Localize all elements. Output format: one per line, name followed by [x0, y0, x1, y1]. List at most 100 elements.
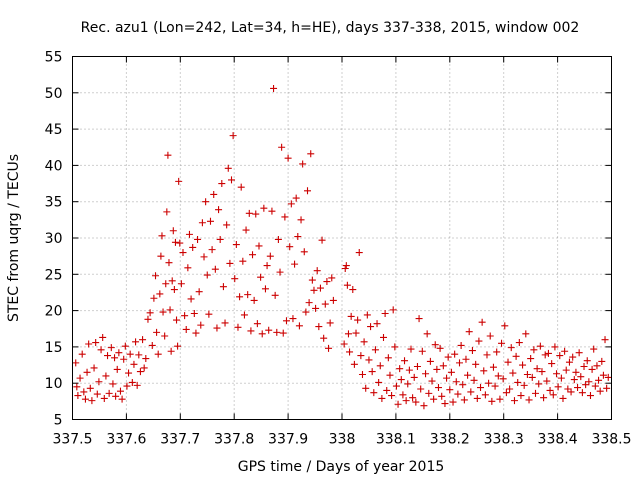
data-point	[444, 353, 452, 361]
data-point	[405, 366, 413, 374]
data-point	[291, 260, 299, 268]
y-tick-label: 55	[45, 50, 63, 66]
data-point	[167, 347, 175, 355]
data-point	[189, 243, 197, 251]
data-point	[158, 232, 166, 240]
x-tick-label: 338.5	[591, 432, 631, 448]
data-point	[326, 319, 334, 327]
data-point	[378, 394, 386, 402]
data-point	[154, 350, 162, 358]
data-point	[210, 190, 218, 198]
data-point	[266, 252, 274, 260]
data-point	[111, 354, 119, 362]
data-point	[362, 384, 370, 392]
x-tick-label: 338.3	[484, 432, 524, 448]
data-point	[245, 209, 253, 217]
data-point	[200, 253, 208, 261]
data-point	[462, 355, 470, 363]
data-point	[279, 329, 287, 337]
data-point	[477, 384, 485, 392]
data-point	[426, 357, 434, 365]
data-point	[541, 351, 549, 359]
y-tick-label: 20	[45, 304, 63, 320]
data-point	[412, 398, 420, 406]
data-point	[595, 376, 603, 384]
data-point	[216, 235, 224, 243]
data-point	[519, 361, 527, 369]
data-point	[443, 374, 451, 382]
data-point	[428, 377, 436, 385]
data-point	[232, 241, 240, 249]
data-point	[570, 376, 578, 384]
data-point	[478, 318, 486, 326]
data-point	[270, 84, 278, 92]
data-point	[436, 344, 444, 352]
data-point	[368, 368, 376, 376]
data-point	[494, 372, 502, 380]
data-point	[329, 296, 337, 304]
data-point	[321, 300, 329, 308]
data-point	[483, 351, 491, 359]
data-point	[604, 373, 612, 381]
data-point	[135, 351, 143, 359]
x-tick-label: 338.4	[538, 432, 578, 448]
data-point	[480, 367, 488, 375]
data-point	[404, 380, 412, 388]
data-point	[350, 360, 358, 368]
y-axis-label: STEC from uqrg / TECUs	[6, 154, 22, 322]
data-point	[380, 333, 388, 341]
data-point	[282, 317, 290, 325]
data-point	[72, 359, 80, 367]
data-point	[520, 381, 528, 389]
data-point	[548, 360, 556, 368]
data-point	[97, 346, 105, 354]
chart-title: Rec. azu1 (Lon=242, Lat=34, h=HE), days …	[81, 20, 580, 36]
data-point	[564, 385, 572, 393]
data-point	[257, 273, 265, 281]
data-point	[223, 221, 231, 229]
data-point	[459, 381, 467, 389]
data-point	[123, 382, 131, 390]
data-point	[274, 235, 282, 243]
data-point	[286, 243, 294, 251]
data-point	[399, 391, 407, 399]
data-point	[255, 242, 263, 250]
data-point	[153, 328, 161, 336]
data-point	[139, 336, 147, 344]
y-tick-label: 10	[45, 376, 63, 392]
data-point	[190, 310, 198, 318]
data-point	[174, 342, 182, 350]
data-point	[152, 272, 160, 280]
data-point	[312, 304, 320, 312]
data-point	[224, 164, 232, 172]
data-point	[452, 378, 460, 386]
data-point	[567, 388, 575, 396]
data-point	[527, 355, 535, 363]
data-point	[415, 315, 423, 323]
y-tick-label: 25	[45, 267, 63, 283]
data-point	[502, 389, 510, 397]
data-point	[504, 358, 512, 366]
data-point	[121, 342, 129, 350]
data-point	[289, 315, 297, 323]
data-point	[228, 176, 236, 184]
data-point	[92, 339, 100, 347]
data-point	[489, 363, 497, 371]
data-point	[104, 352, 112, 360]
data-point	[572, 368, 580, 376]
data-point	[565, 358, 573, 366]
x-tick-label: 338.2	[430, 432, 470, 448]
data-point	[271, 291, 279, 299]
data-point	[394, 400, 402, 408]
data-point	[197, 321, 205, 329]
data-point	[381, 310, 389, 318]
data-point	[397, 376, 405, 384]
data-point	[85, 340, 93, 348]
data-point	[307, 150, 315, 158]
data-point	[425, 389, 433, 397]
y-tick-label: 15	[45, 340, 63, 356]
data-point	[341, 264, 349, 272]
data-point	[575, 349, 583, 357]
data-point	[367, 323, 375, 331]
